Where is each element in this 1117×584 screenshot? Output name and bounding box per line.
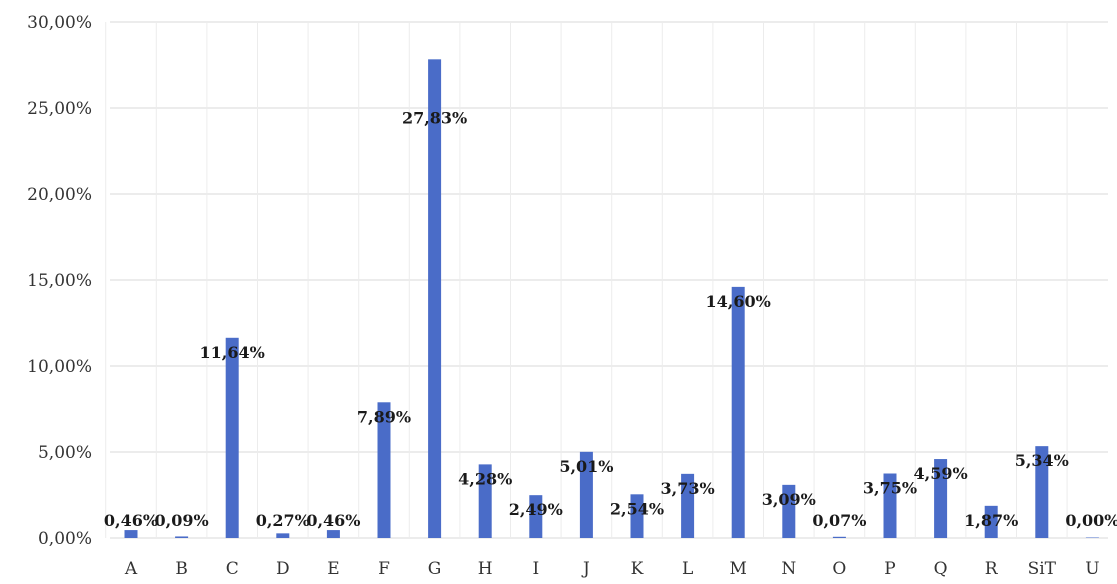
y-axis: 0,00% 5,00% 10,00% 15,00% 20,00% 25,00% 30,00%: [27, 13, 92, 549]
data-label: 0,09%: [155, 511, 209, 530]
x-tick-label: U: [1085, 559, 1099, 579]
data-label: 4,28%: [458, 469, 512, 488]
bar-q: [934, 459, 948, 538]
data-label: 0,46%: [306, 511, 360, 530]
x-tick-label: M: [729, 559, 746, 579]
x-tick-label: SiT: [1028, 559, 1057, 579]
data-label: 0,27%: [256, 511, 310, 530]
y-tick-label: 10,00%: [27, 357, 92, 377]
x-tick-label: A: [124, 559, 138, 579]
x-tick-label: E: [327, 559, 339, 579]
bar-a: [124, 530, 138, 538]
bar-k: [630, 494, 644, 538]
data-label: 2,49%: [509, 500, 563, 519]
y-tick-label: 15,00%: [27, 271, 92, 291]
data-label: 1,87%: [964, 511, 1018, 530]
bar-h: [478, 464, 492, 538]
data-label: 3,09%: [762, 490, 816, 509]
bar-j: [579, 451, 593, 538]
x-tick-label: J: [581, 559, 590, 579]
data-label: 0,46%: [104, 511, 158, 530]
x-axis: A B C D E F G H I J K L M N O P Q R SiT U: [124, 559, 1100, 579]
data-label: 0,00%: [1065, 511, 1117, 530]
y-tick-label: 20,00%: [27, 185, 92, 205]
bar-g: [428, 59, 442, 538]
bar-l: [681, 473, 695, 538]
x-tick-label: R: [985, 559, 999, 579]
data-label: 4,59%: [914, 464, 968, 483]
data-label: 2,54%: [610, 499, 664, 518]
x-tick-label: I: [532, 559, 539, 579]
x-tick-label: P: [884, 559, 895, 579]
bar-o: [832, 536, 846, 538]
x-tick-label: Q: [934, 559, 948, 579]
data-label: 11,64%: [200, 343, 265, 362]
data-label: 5,01%: [559, 457, 613, 476]
x-tick-label: L: [682, 559, 693, 579]
y-tick-label: 25,00%: [27, 99, 92, 119]
data-label: 7,89%: [357, 407, 411, 426]
data-label: 0,07%: [812, 511, 866, 530]
x-tick-label: N: [781, 559, 796, 579]
x-tick-label: B: [175, 559, 188, 579]
x-tick-label: O: [832, 559, 846, 579]
data-label: 5,34%: [1015, 451, 1069, 470]
bar-p: [883, 473, 897, 538]
bar-f: [377, 402, 391, 538]
data-label: 3,75%: [863, 479, 917, 498]
grid-lines: [105, 21, 1108, 539]
bar-sit: [1035, 446, 1049, 538]
x-tick-label: D: [276, 559, 290, 579]
data-label: 3,73%: [661, 479, 715, 498]
x-tick-label: G: [428, 559, 442, 579]
bar-d: [276, 533, 290, 538]
data-label: 27,83%: [402, 108, 467, 127]
bar-e: [326, 530, 340, 538]
bar-m: [731, 286, 745, 538]
x-tick-label: F: [378, 559, 390, 579]
bar-i: [529, 495, 543, 538]
bars: [124, 59, 1099, 538]
bar-c: [225, 337, 239, 538]
bar-r: [984, 505, 998, 538]
x-tick-label: H: [478, 559, 493, 579]
bar-b: [175, 536, 189, 538]
bar-n: [782, 484, 796, 538]
y-tick-label: 5,00%: [38, 443, 92, 463]
bar-u: [1085, 537, 1099, 538]
data-label: 14,60%: [706, 292, 771, 311]
data-labels: 0,46%0,09%11,64%0,27%0,46%7,89%27,83%4,2…: [104, 108, 1117, 530]
y-tick-label: 30,00%: [27, 13, 92, 33]
x-tick-label: K: [631, 559, 644, 579]
y-tick-label: 0,00%: [38, 529, 92, 549]
x-tick-label: C: [226, 559, 239, 579]
